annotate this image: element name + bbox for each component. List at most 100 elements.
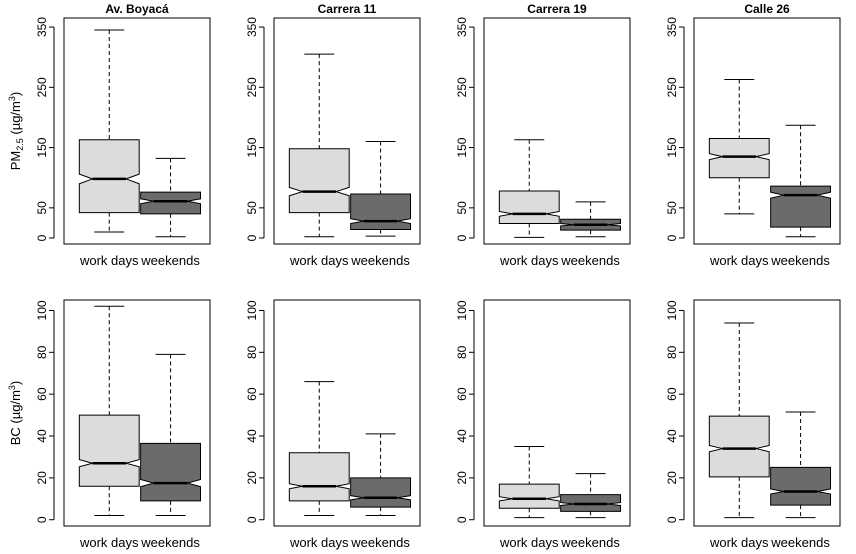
y-tick-label: 40 bbox=[245, 429, 259, 443]
y-tick-label: 250 bbox=[455, 77, 469, 97]
y-tick-label: 60 bbox=[245, 387, 259, 401]
panel-title: Carrera 19 bbox=[527, 2, 587, 16]
y-tick-label: 0 bbox=[455, 516, 469, 523]
plot-frame bbox=[693, 299, 841, 527]
panel-title: Calle 26 bbox=[744, 2, 790, 16]
y-tick-label: 20 bbox=[245, 471, 259, 485]
y-tick-label: 40 bbox=[455, 429, 469, 443]
x-category-label: work days bbox=[499, 535, 559, 550]
panel-6: 0 20 40 60 80 100 work days weekends bbox=[245, 299, 421, 550]
plot-frame bbox=[273, 17, 421, 245]
y-tick-label: 60 bbox=[665, 387, 679, 401]
y-tick-label: 20 bbox=[665, 471, 679, 485]
panel-1: Av. Boyacá 0 50 150 250 350 PM2.5 (µg/m3) work … bbox=[7, 2, 211, 268]
x-category-label: weekends bbox=[770, 535, 830, 550]
plot-frame bbox=[273, 299, 421, 527]
y-tick-label: 350 bbox=[35, 17, 49, 37]
y-tick-label: 350 bbox=[665, 17, 679, 37]
y-tick-label: 60 bbox=[35, 387, 49, 401]
panel-2: Carrera 11 0 50 150 250 350 work days weekends bbox=[245, 2, 421, 268]
box-weekends bbox=[560, 473, 622, 519]
box-weekends bbox=[560, 201, 622, 238]
y-axis-title: BC (µg/m3) bbox=[7, 381, 23, 446]
y-tick-label: 80 bbox=[665, 345, 679, 359]
y-tick-label: 50 bbox=[665, 201, 679, 215]
y-tick-label: 150 bbox=[455, 137, 469, 157]
y-tick-label: 40 bbox=[35, 429, 49, 443]
y-tick-label: 0 bbox=[245, 234, 259, 241]
y-tick-label: 0 bbox=[665, 234, 679, 241]
plot-frame bbox=[63, 17, 211, 245]
y-tick-label: 100 bbox=[35, 300, 49, 320]
y-tick-label: 0 bbox=[245, 516, 259, 523]
x-category-label: weekends bbox=[140, 535, 200, 550]
y-tick-label: 0 bbox=[665, 516, 679, 523]
x-category-label: weekends bbox=[350, 253, 410, 268]
box-weekends bbox=[350, 141, 412, 237]
y-tick-label: 80 bbox=[455, 345, 469, 359]
y-tick-label: 100 bbox=[245, 300, 259, 320]
y-tick-label: 150 bbox=[665, 137, 679, 157]
box-body bbox=[350, 193, 412, 231]
box-weekends bbox=[140, 353, 202, 517]
y-tick-label: 0 bbox=[35, 234, 49, 241]
box-weekends bbox=[140, 157, 202, 238]
box-work-days bbox=[498, 445, 560, 519]
x-category-label: weekends bbox=[770, 253, 830, 268]
box-body bbox=[770, 466, 832, 506]
y-tick-label: 60 bbox=[455, 387, 469, 401]
x-category-label: work days bbox=[709, 535, 769, 550]
panel-3: Carrera 19 0 50 150 250 350 work days weekends bbox=[455, 2, 631, 268]
panel-5: 0 20 40 60 80 100 BC (µg/m3) work days weekends bbox=[7, 299, 211, 550]
y-tick-label: 100 bbox=[455, 300, 469, 320]
plot-frame bbox=[483, 299, 631, 527]
x-category-label: work days bbox=[79, 253, 139, 268]
box-weekends bbox=[770, 411, 832, 519]
y-axis-title: PM2.5 (µg/m3) bbox=[7, 92, 25, 170]
x-category-label: weekends bbox=[350, 535, 410, 550]
y-tick-label: 150 bbox=[245, 137, 259, 157]
x-category-label: work days bbox=[289, 253, 349, 268]
box-body bbox=[288, 148, 350, 214]
panel-7: 0 20 40 60 80 100 work days weekends bbox=[455, 299, 631, 550]
box-work-days bbox=[288, 381, 350, 517]
box-work-days bbox=[78, 29, 140, 233]
box-body bbox=[288, 452, 350, 502]
y-tick-label: 50 bbox=[455, 201, 469, 215]
box-work-days bbox=[498, 139, 560, 238]
panel-title: Carrera 11 bbox=[318, 2, 377, 16]
y-tick-label: 80 bbox=[35, 345, 49, 359]
panel-4: Calle 26 0 50 150 250 350 work days weekends bbox=[665, 2, 841, 268]
panel-title: Av. Boyacá bbox=[105, 2, 169, 16]
y-tick-label: 20 bbox=[35, 471, 49, 485]
y-tick-label: 350 bbox=[245, 17, 259, 37]
box-body bbox=[78, 139, 140, 214]
y-tick-label: 250 bbox=[35, 77, 49, 97]
y-tick-label: 80 bbox=[245, 345, 259, 359]
box-body bbox=[498, 483, 560, 509]
y-tick-label: 50 bbox=[245, 201, 259, 215]
box-body bbox=[708, 415, 770, 478]
box-body bbox=[78, 414, 140, 487]
box-work-days bbox=[708, 78, 770, 215]
x-category-label: weekends bbox=[560, 535, 620, 550]
x-category-label: work days bbox=[709, 253, 769, 268]
y-tick-label: 350 bbox=[455, 17, 469, 37]
y-tick-label: 250 bbox=[665, 77, 679, 97]
x-category-label: work days bbox=[79, 535, 139, 550]
box-work-days bbox=[708, 322, 770, 519]
box-body bbox=[708, 138, 770, 179]
x-category-label: weekends bbox=[560, 253, 620, 268]
plot-frame bbox=[693, 17, 841, 245]
box-body bbox=[770, 185, 832, 228]
x-category-label: work days bbox=[289, 535, 349, 550]
y-tick-label: 50 bbox=[35, 201, 49, 215]
box-body bbox=[140, 191, 202, 215]
plot-frame bbox=[483, 17, 631, 245]
box-body bbox=[140, 442, 202, 502]
box-weekends bbox=[770, 124, 832, 238]
box-weekends bbox=[350, 433, 412, 517]
box-work-days bbox=[288, 53, 350, 238]
box-work-days bbox=[78, 305, 140, 517]
